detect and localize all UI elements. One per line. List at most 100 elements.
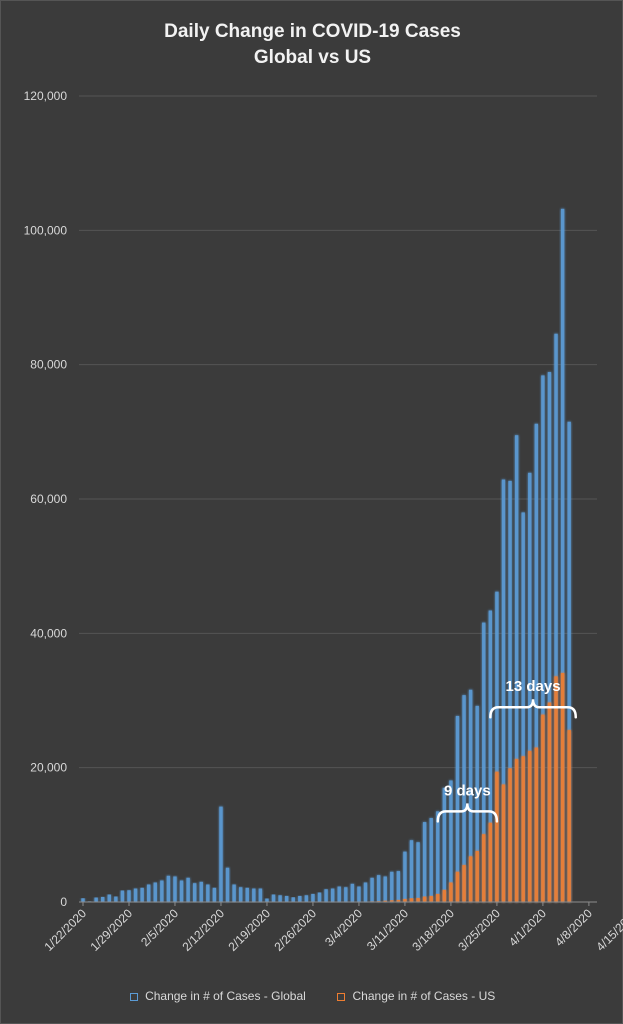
bar-global [114,896,118,902]
bar-us [449,882,453,902]
bar-global [219,806,223,902]
bar-global [560,208,565,903]
bar-us [390,900,394,902]
x-tick-label: 1/22/2020 [41,906,89,954]
bar-us [554,676,558,902]
y-tick-label: 0 [60,895,67,909]
bar-global [344,887,348,902]
bar-global [186,877,190,902]
bar-us [488,822,493,902]
x-tick-label: 2/5/2020 [138,906,181,949]
annotation-bracket [436,803,499,823]
bar-us [429,895,433,902]
bar-us [475,850,479,902]
bar-global [390,871,394,902]
bar-global [482,622,486,902]
bar-global [107,894,111,902]
bar-global [298,895,302,902]
legend-swatch-us [337,993,346,1001]
legend-item-global: Change in # of Cases - Global [129,989,306,1003]
bar-global [271,894,276,902]
bar-global [147,884,151,902]
bar-us [383,900,387,902]
y-tick-label: 20,000 [30,761,67,775]
bar-us [442,889,447,902]
bar-global [534,423,539,902]
bar-us [482,834,486,902]
bar-us [495,771,499,902]
bar-us [403,898,407,902]
bar-us [468,856,473,902]
bar-global [409,840,414,902]
bar-global [383,876,387,902]
bar-global [449,780,453,902]
bar-global [206,884,210,902]
legend-swatch-global [129,993,138,1001]
y-tick-label: 40,000 [30,626,67,640]
bar-global [291,897,295,902]
bar-us [501,784,506,902]
bar-global [396,871,401,902]
bar-us [416,897,420,902]
bar-global [252,888,256,902]
bar-global [133,888,138,902]
bar-global [278,895,282,902]
bar-global [94,897,98,902]
bar-global [508,480,512,902]
x-tick-label: 3/25/2020 [455,906,503,954]
bar-global [238,887,243,902]
bar-us [541,714,545,902]
bar-global [350,883,355,902]
annotation-label: 13 days [506,678,561,695]
y-tick-label: 60,000 [30,492,67,506]
bar-us [436,893,440,902]
bar-global [403,851,407,902]
bar-global [442,787,447,902]
x-tick-label: 4/15/2020 [593,906,623,954]
bar-global [317,892,322,902]
x-tick-label: 2/19/2020 [225,906,273,954]
bar-global [199,881,203,902]
plot-area: 0 20,000 40,000 60,000 80,000 100,000 120,000 1… [24,89,623,954]
bar-global [304,895,309,902]
bar-us [521,756,525,902]
chart-title: Daily Change in COVID-19 Cases [164,21,461,42]
bar-us [567,730,571,902]
bar-global [363,882,368,902]
bar-us [409,898,414,902]
x-tick-label: 3/18/2020 [409,906,457,954]
bar-global [127,890,131,902]
y-tick-label: 100,000 [24,223,68,237]
bar-global [528,472,532,902]
legend-item-us: Change in # of Cases - US [337,989,495,1003]
bar-us [462,865,466,902]
y-tick-label: 120,000 [24,89,68,103]
x-tick-label: 4/1/2020 [506,906,549,949]
bar-global [501,479,506,902]
bar-global [265,898,269,902]
bar-global [554,333,558,902]
bar-global [192,883,197,902]
bar-us [508,768,512,902]
bar-global [429,818,433,902]
bar-us [528,750,532,902]
bar-global [495,591,499,902]
bar-global [547,372,552,902]
bar-global [514,435,519,902]
bar-global [488,610,493,902]
bar-global [330,888,335,902]
annotation-bracket [489,699,577,719]
bar-global [245,887,249,902]
legend-label-global: Change in # of Cases - Global [145,989,306,1003]
bar-us [422,896,427,902]
bar-global [140,887,144,902]
bar-global [468,689,473,902]
bar-us [534,747,539,902]
bar-global [567,421,571,902]
bar-us [547,702,552,902]
bar-global [357,886,361,902]
bar-global [455,715,460,902]
bar-global [475,705,479,902]
bar-global [422,822,427,902]
